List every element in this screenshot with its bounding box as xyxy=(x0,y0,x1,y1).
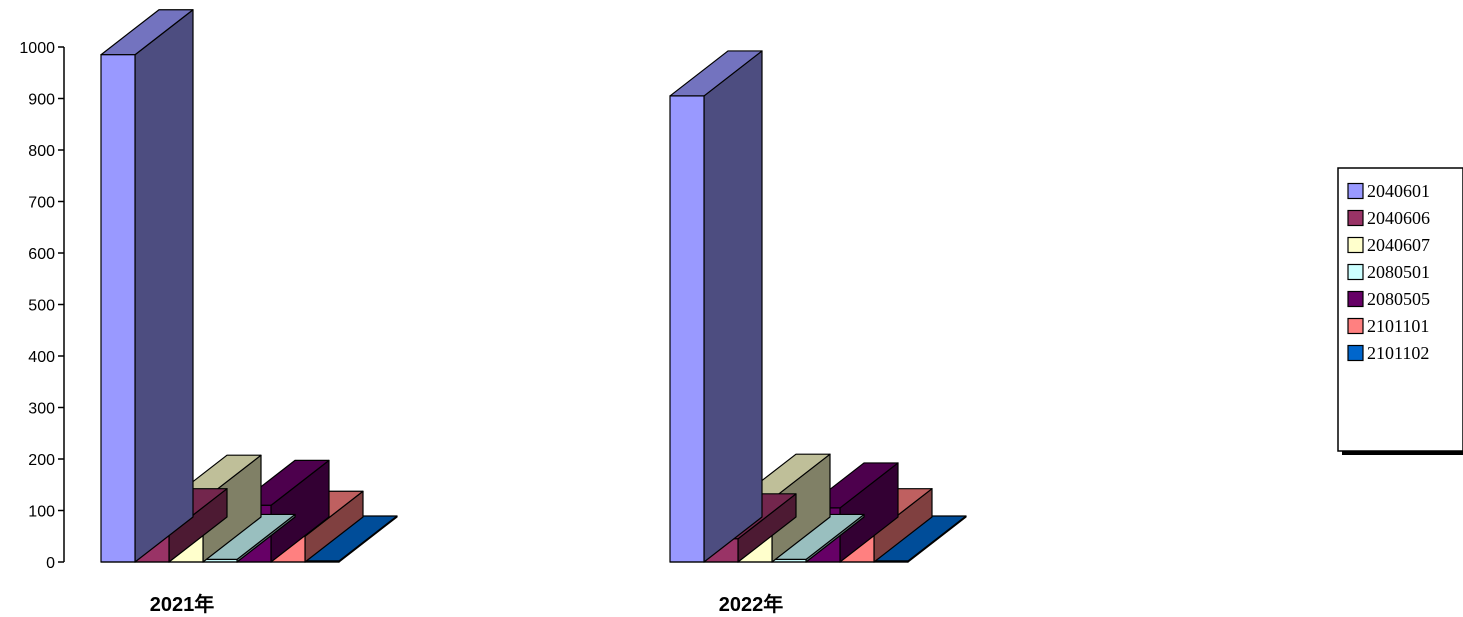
y-tick-label: 400 xyxy=(28,349,55,366)
bar-group xyxy=(669,50,967,563)
y-tick-label: 1000 xyxy=(19,40,55,57)
y-tick-label: 200 xyxy=(28,452,55,469)
y-tick-label: 800 xyxy=(28,143,55,160)
legend-item: 2101101 xyxy=(1347,316,1429,336)
category-label: 2021年 xyxy=(150,592,215,616)
y-tick-label: 900 xyxy=(28,92,55,109)
bar xyxy=(100,9,194,563)
y-tick-label: 100 xyxy=(28,504,55,521)
legend-swatch xyxy=(1347,182,1364,200)
legend-swatch xyxy=(1347,290,1364,308)
bar-front xyxy=(100,54,136,563)
y-tick-label: 500 xyxy=(28,298,55,315)
legend-label: 2080501 xyxy=(1367,262,1430,282)
y-axis: 0 100 200 300 400 500 600 700 800 900 1000 xyxy=(19,40,65,572)
legend-item: 2080505 xyxy=(1347,289,1430,309)
legend-label: 2101102 xyxy=(1367,343,1429,363)
bar-group xyxy=(100,9,398,563)
legend-item: 2080501 xyxy=(1347,262,1430,282)
legend-label: 2040601 xyxy=(1367,181,1430,201)
bar xyxy=(669,50,763,563)
y-tick-label: 300 xyxy=(28,401,55,418)
category-label: 2022年 xyxy=(719,592,784,616)
y-tick-label: 600 xyxy=(28,246,55,263)
legend-label: 2040607 xyxy=(1367,235,1430,255)
legend-item: 2040607 xyxy=(1347,235,1430,255)
category-labels: 2021年 2022年 xyxy=(150,592,784,616)
legend: 2040601 2040606 2040607 2080501 2080505 21011… xyxy=(1337,167,1463,455)
legend-swatch xyxy=(1347,263,1364,281)
legend-item: 2101102 xyxy=(1347,343,1429,363)
bar-side xyxy=(134,9,194,563)
legend-item: 2040601 xyxy=(1347,181,1430,201)
bars xyxy=(100,9,967,563)
y-tick-label: 0 xyxy=(46,555,55,572)
y-tick-label: 700 xyxy=(28,195,55,212)
legend-swatch xyxy=(1347,209,1364,227)
legend-item: 2040606 xyxy=(1347,208,1430,228)
legend-swatch xyxy=(1347,317,1364,335)
legend-swatch xyxy=(1347,344,1364,362)
bar-side xyxy=(703,50,763,563)
legend-label: 2101101 xyxy=(1367,316,1429,336)
legend-label: 2080505 xyxy=(1367,289,1430,309)
bar-front xyxy=(669,95,705,563)
legend-label: 2040606 xyxy=(1367,208,1430,228)
legend-swatch xyxy=(1347,236,1364,254)
